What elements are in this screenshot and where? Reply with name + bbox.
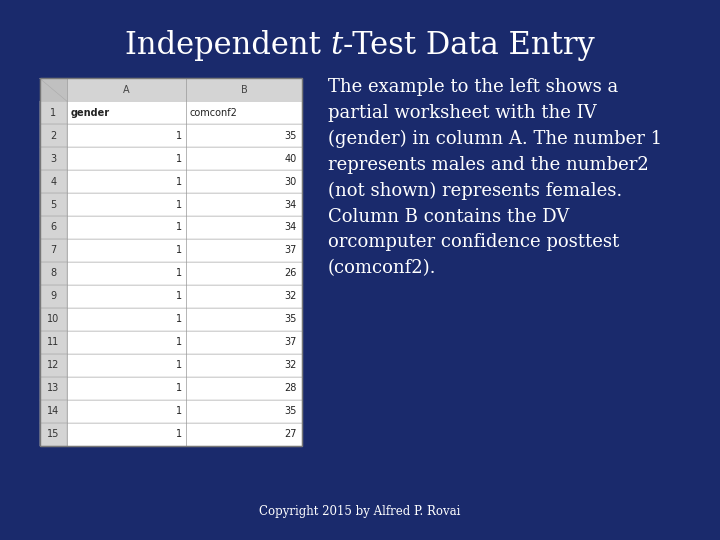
Text: 1: 1 — [176, 131, 182, 141]
Text: Independent: Independent — [257, 30, 463, 60]
Text: 2: 2 — [50, 131, 56, 141]
Text: 34: 34 — [284, 199, 297, 210]
FancyBboxPatch shape — [40, 400, 302, 423]
FancyBboxPatch shape — [40, 285, 302, 308]
Text: 37: 37 — [284, 337, 297, 347]
FancyBboxPatch shape — [40, 330, 302, 354]
FancyBboxPatch shape — [40, 147, 67, 170]
Text: 37: 37 — [284, 245, 297, 255]
Text: 35: 35 — [284, 131, 297, 141]
FancyBboxPatch shape — [40, 216, 67, 239]
FancyBboxPatch shape — [40, 308, 67, 330]
Text: 1: 1 — [176, 222, 182, 233]
FancyBboxPatch shape — [40, 354, 67, 377]
FancyBboxPatch shape — [40, 78, 302, 446]
Text: 26: 26 — [284, 268, 297, 279]
Text: t: t — [330, 30, 343, 60]
Text: 1: 1 — [176, 383, 182, 393]
FancyBboxPatch shape — [40, 102, 302, 124]
Text: 3: 3 — [50, 153, 56, 164]
Text: 10: 10 — [47, 314, 60, 325]
Text: Copyright 2015 by Alfred P. Rovai: Copyright 2015 by Alfred P. Rovai — [259, 505, 461, 518]
FancyBboxPatch shape — [40, 239, 67, 262]
Text: A: A — [123, 85, 130, 95]
Text: 1: 1 — [176, 153, 182, 164]
Text: 1: 1 — [176, 337, 182, 347]
Text: 14: 14 — [47, 406, 60, 416]
FancyBboxPatch shape — [40, 170, 302, 193]
FancyBboxPatch shape — [40, 330, 67, 354]
FancyBboxPatch shape — [40, 262, 67, 285]
Text: 1: 1 — [176, 245, 182, 255]
Text: 7: 7 — [50, 245, 56, 255]
Text: 11: 11 — [47, 337, 60, 347]
FancyBboxPatch shape — [40, 102, 67, 124]
FancyBboxPatch shape — [40, 193, 67, 216]
Text: 27: 27 — [284, 429, 297, 439]
Text: 1: 1 — [176, 314, 182, 325]
FancyBboxPatch shape — [40, 124, 67, 147]
Text: 30: 30 — [284, 177, 297, 187]
FancyBboxPatch shape — [40, 400, 67, 423]
Text: 35: 35 — [284, 314, 297, 325]
Text: 6: 6 — [50, 222, 56, 233]
Text: 12: 12 — [47, 360, 60, 370]
Text: 4: 4 — [50, 177, 56, 187]
Text: 1: 1 — [176, 406, 182, 416]
Text: 32: 32 — [284, 360, 297, 370]
Text: B: B — [240, 85, 248, 95]
Text: 40: 40 — [284, 153, 297, 164]
Text: 1: 1 — [176, 268, 182, 279]
Text: 34: 34 — [284, 222, 297, 233]
Text: The example to the left shows a
partial worksheet with the IV
(gender) in column: The example to the left shows a partial … — [328, 78, 662, 277]
FancyBboxPatch shape — [40, 216, 302, 239]
Text: gender: gender — [71, 107, 109, 118]
Text: 1: 1 — [50, 107, 56, 118]
Text: 9: 9 — [50, 291, 56, 301]
FancyBboxPatch shape — [40, 78, 67, 102]
Text: 1: 1 — [176, 360, 182, 370]
Text: 1: 1 — [176, 199, 182, 210]
FancyBboxPatch shape — [40, 124, 302, 147]
Text: Independent: Independent — [125, 30, 330, 60]
FancyBboxPatch shape — [40, 354, 302, 377]
FancyBboxPatch shape — [40, 377, 302, 400]
FancyBboxPatch shape — [40, 193, 302, 216]
Text: 1: 1 — [176, 429, 182, 439]
FancyBboxPatch shape — [40, 423, 67, 445]
Text: 1: 1 — [176, 177, 182, 187]
FancyBboxPatch shape — [40, 262, 302, 285]
Text: comconf2: comconf2 — [189, 107, 237, 118]
FancyBboxPatch shape — [40, 423, 302, 445]
Text: 32: 32 — [284, 291, 297, 301]
Text: Independent t-Test Data Entry: Independent t-Test Data Entry — [125, 30, 595, 60]
FancyBboxPatch shape — [40, 170, 67, 193]
Text: 28: 28 — [284, 383, 297, 393]
FancyBboxPatch shape — [40, 308, 302, 330]
FancyBboxPatch shape — [40, 239, 302, 262]
Text: 1: 1 — [176, 291, 182, 301]
FancyBboxPatch shape — [40, 377, 67, 400]
Text: 8: 8 — [50, 268, 56, 279]
FancyBboxPatch shape — [40, 147, 302, 170]
Text: 5: 5 — [50, 199, 56, 210]
FancyBboxPatch shape — [40, 285, 67, 308]
Text: 15: 15 — [47, 429, 60, 439]
Text: 35: 35 — [284, 406, 297, 416]
Text: 13: 13 — [47, 383, 60, 393]
Text: -Test Data Entry: -Test Data Entry — [343, 30, 595, 60]
FancyBboxPatch shape — [40, 78, 302, 102]
